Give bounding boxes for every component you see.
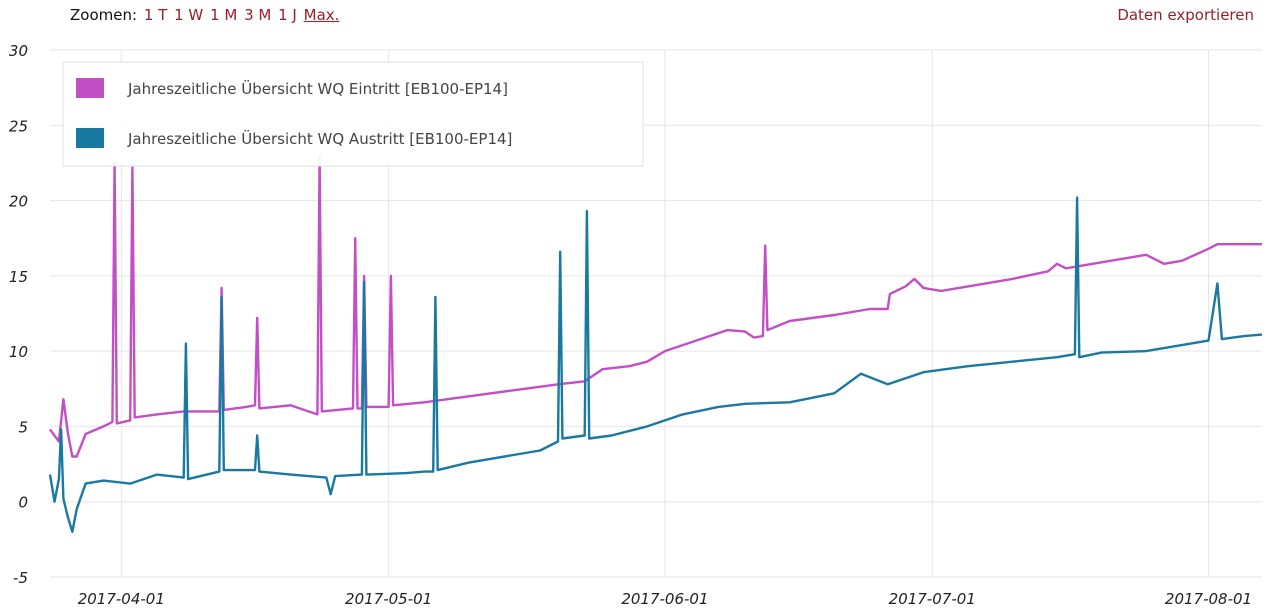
y-tick-label: 25 xyxy=(9,117,28,135)
legend-swatch-austritt xyxy=(76,128,104,148)
legend-label-eintritt: Jahreszeitliche Übersicht WQ Eintritt [E… xyxy=(127,79,508,98)
zoom-1t-link[interactable]: 1 T xyxy=(143,6,168,24)
x-tick-label: 2017-08-01 xyxy=(1165,590,1252,608)
y-tick-label: 10 xyxy=(9,343,28,361)
legend-item-eintritt[interactable]: Jahreszeitliche Übersicht WQ Eintritt [E… xyxy=(76,78,508,98)
series-line-austritt[interactable] xyxy=(48,196,1263,533)
zoom-1w-link[interactable]: 1 W xyxy=(174,6,204,24)
grid xyxy=(50,49,1262,578)
zoom-controls: Zoomen: 1 T 1 W 1 M 3 M 1 J Max. xyxy=(70,6,339,24)
legend-swatch-eintritt xyxy=(76,78,104,98)
plot-area xyxy=(48,154,1263,533)
zoom-label: Zoomen: xyxy=(70,6,138,24)
x-tick-label: 2017-07-01 xyxy=(889,590,976,608)
y-tick-label: 30 xyxy=(9,42,28,60)
x-tick-label: 2017-06-01 xyxy=(621,590,708,608)
chart-toolbar: Zoomen: 1 T 1 W 1 M 3 M 1 J Max. Daten e… xyxy=(0,0,1280,30)
x-tick-label: 2017-04-01 xyxy=(78,590,165,608)
export-data-link[interactable]: Daten exportieren xyxy=(1117,6,1254,24)
y-axis: -5 0 5 10 15 20 25 30 xyxy=(9,42,28,587)
y-tick-label: 20 xyxy=(9,193,28,211)
x-axis: 2017-04-01 2017-05-01 2017-06-01 2017-07-01… xyxy=(78,590,1252,608)
legend-label-austritt: Jahreszeitliche Übersicht WQ Austritt [E… xyxy=(127,129,512,148)
legend-box xyxy=(62,61,644,167)
y-tick-label: 15 xyxy=(9,268,28,286)
legend[interactable]: Jahreszeitliche Übersicht WQ Eintritt [E… xyxy=(62,61,644,167)
zoom-1m-link[interactable]: 1 M xyxy=(210,6,238,24)
y-tick-label: 0 xyxy=(18,494,28,512)
legend-item-austritt[interactable]: Jahreszeitliche Übersicht WQ Austritt [E… xyxy=(76,128,512,148)
y-tick-label: 5 xyxy=(18,418,28,436)
x-tick-label: 2017-05-01 xyxy=(345,590,432,608)
zoom-max-link[interactable]: Max. xyxy=(303,6,340,24)
zoom-1j-link[interactable]: 1 J xyxy=(278,6,297,24)
zoom-3m-link[interactable]: 3 M xyxy=(244,6,272,24)
y-tick-label: -5 xyxy=(13,569,28,587)
series-line-eintritt[interactable] xyxy=(49,154,1262,458)
